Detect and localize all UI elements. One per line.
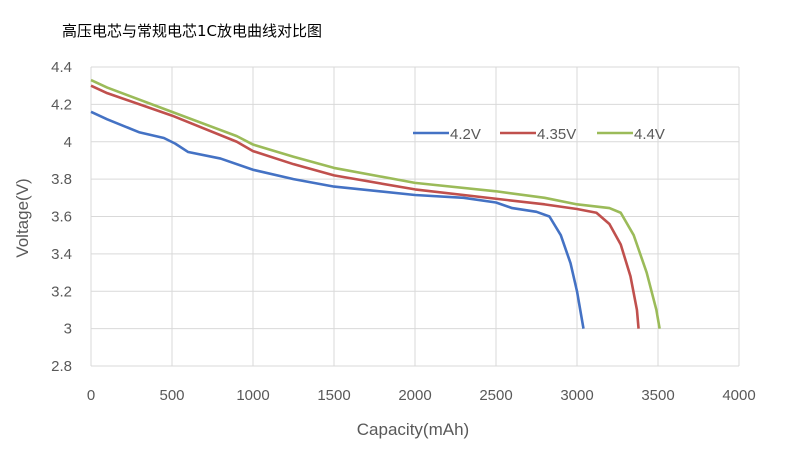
x-axis-label: Capacity(mAh) xyxy=(357,420,469,439)
x-tick-label: 3000 xyxy=(560,387,593,404)
series-line-4.4V xyxy=(90,78,661,329)
y-tick-label: 3.6 xyxy=(51,209,72,226)
x-tick-label: 2500 xyxy=(479,387,512,404)
series-line-4.35V xyxy=(90,84,640,329)
x-tick-label: 1500 xyxy=(317,387,350,404)
x-tick-label: 3500 xyxy=(641,387,674,404)
y-axis-ticks: 2.8 3 3.2 3.4 3.6 3.8 4 4.2 4.4 xyxy=(51,59,72,375)
series-lines xyxy=(90,78,661,329)
y-tick-label: 3 xyxy=(64,321,72,338)
legend: 4.2V 4.35V 4.4V xyxy=(413,126,665,143)
y-axis-label: Voltage(V) xyxy=(13,178,32,257)
y-tick-label: 4.4 xyxy=(51,59,72,76)
x-axis-ticks: 0 500 1000 1500 2000 2500 3000 3500 4000 xyxy=(87,387,756,404)
y-tick-label: 4.2 xyxy=(51,96,72,113)
x-tick-label: 4000 xyxy=(722,387,755,404)
legend-label: 4.4V xyxy=(634,126,665,143)
chart-title: 高压电芯与常规电芯1C放电曲线对比图 xyxy=(62,22,323,40)
y-tick-label: 2.8 xyxy=(51,358,72,375)
series-line-4.2V xyxy=(90,110,585,329)
y-tick-label: 4 xyxy=(64,134,72,151)
x-tick-label: 0 xyxy=(87,387,95,404)
x-tick-label: 2000 xyxy=(398,387,431,404)
y-tick-label: 3.2 xyxy=(51,283,72,300)
x-tick-label: 500 xyxy=(159,387,184,404)
x-tick-label: 1000 xyxy=(236,387,269,404)
y-tick-label: 3.4 xyxy=(51,246,72,263)
legend-label: 4.35V xyxy=(537,126,576,143)
grid xyxy=(90,66,740,367)
legend-label: 4.2V xyxy=(450,126,481,143)
y-tick-label: 3.8 xyxy=(51,171,72,188)
